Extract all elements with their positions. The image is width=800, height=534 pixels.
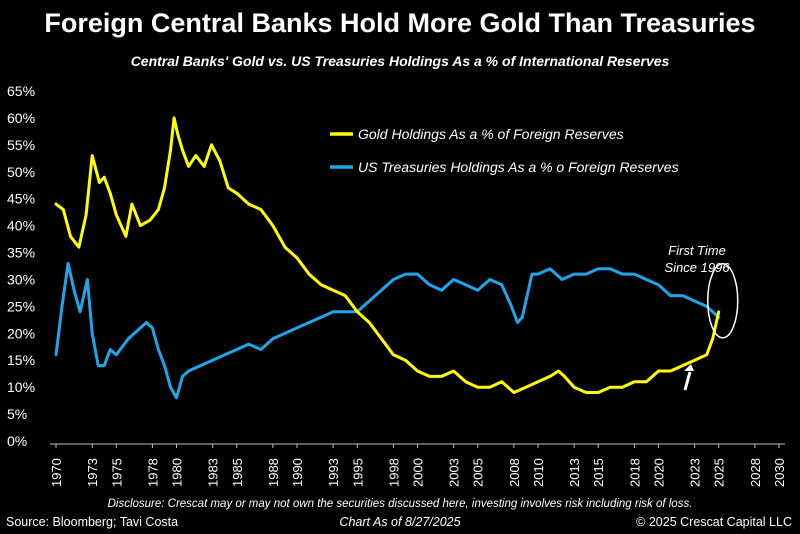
- annotation-ellipse: [706, 263, 739, 339]
- y-tick-label: 10%: [7, 379, 35, 395]
- y-tick-label: 60%: [7, 110, 35, 126]
- x-tick-label: 1993: [326, 458, 341, 487]
- treasuries-series-line: [54, 261, 721, 400]
- x-tick-label: 2023: [688, 458, 703, 487]
- x-tick-label: 2020: [651, 458, 666, 487]
- legend-label: US Treasuries Holdings As a % o Foreign …: [358, 159, 679, 175]
- y-tick-label: 35%: [7, 245, 35, 261]
- gold-series-line: [54, 116, 721, 394]
- x-tick-label: 2010: [531, 458, 546, 487]
- x-tick-label: 1998: [386, 458, 401, 487]
- x-tick-label: 2025: [712, 458, 727, 487]
- chart-title: Foreign Central Banks Hold More Gold Tha…: [44, 8, 756, 38]
- y-tick-label: 20%: [7, 325, 35, 341]
- x-tick-label: 2003: [447, 458, 462, 487]
- x-tick-label: 2008: [507, 458, 522, 487]
- y-tick-label: 50%: [7, 164, 35, 180]
- as-of-date: Chart As of 8/27/2025: [339, 515, 461, 529]
- x-tick-label: 2030: [772, 458, 787, 487]
- x-tick-label: 1973: [85, 458, 100, 487]
- x-tick-label: 1985: [230, 458, 245, 487]
- x-tick-label: 2000: [411, 458, 426, 487]
- x-tick-label: 2013: [567, 458, 582, 487]
- y-tick-label: 30%: [7, 271, 35, 287]
- x-tick-label: 1970: [49, 458, 64, 487]
- x-tick-label: 1983: [206, 458, 221, 487]
- annotation-arrow: [683, 371, 692, 391]
- y-tick-label: 45%: [7, 191, 35, 207]
- disclosure-text: Disclosure: Crescat may or may not own t…: [107, 498, 693, 510]
- y-tick-label: 65%: [7, 83, 35, 99]
- x-tick-label: 1988: [266, 458, 281, 487]
- y-tick-label: 0%: [7, 433, 27, 449]
- x-tick-label: 1975: [109, 458, 124, 487]
- y-tick-label: 5%: [7, 406, 27, 422]
- y-tick-label: 25%: [7, 298, 35, 314]
- annotation-text: First Time: [668, 243, 726, 258]
- annotation-text: Since 1996: [664, 260, 730, 275]
- x-tick-label: 1978: [145, 458, 160, 487]
- x-tick-label: 1995: [350, 458, 365, 487]
- source-text: Source: Bloomberg; Tavi Costa: [6, 515, 179, 529]
- x-tick-label: 2018: [627, 458, 642, 487]
- x-tick-label: 2005: [471, 458, 486, 487]
- legend-label: Gold Holdings As a % of Foreign Reserves: [358, 126, 624, 142]
- x-tick-label: 1990: [290, 458, 305, 487]
- annotation-arrowhead: [684, 364, 694, 371]
- y-tick-label: 15%: [7, 352, 35, 368]
- y-tick-label: 55%: [7, 137, 35, 153]
- y-tick-label: 40%: [7, 218, 35, 234]
- x-tick-label: 2015: [591, 458, 606, 487]
- x-tick-label: 1980: [170, 458, 185, 487]
- copyright-text: © 2025 Crescat Capital LLC: [636, 515, 792, 529]
- chart-subtitle: Central Banks' Gold vs. US Treasuries Ho…: [130, 53, 670, 69]
- x-tick-label: 2028: [748, 458, 763, 487]
